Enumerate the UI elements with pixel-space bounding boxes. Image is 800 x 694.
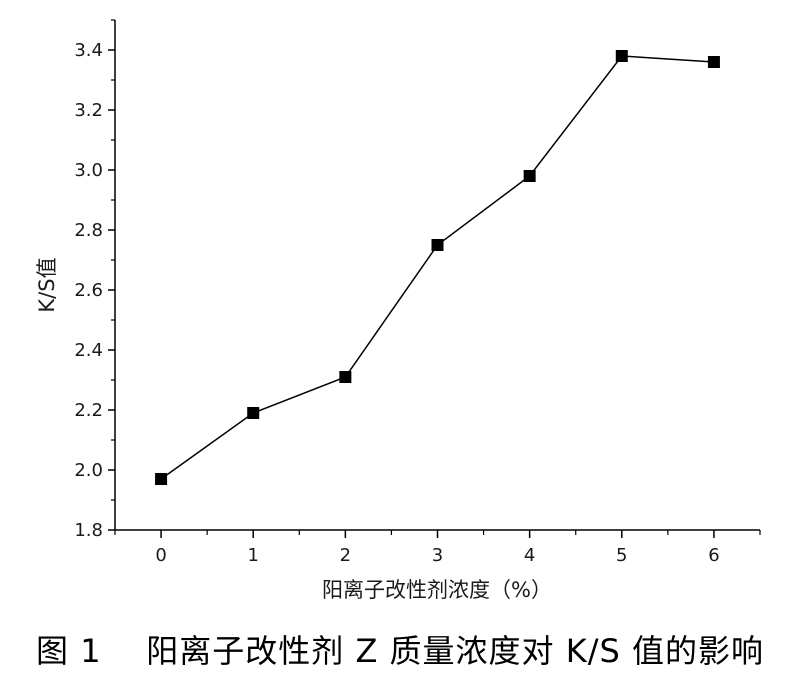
x-tick-label: 5 <box>616 545 627 566</box>
x-tick-label: 6 <box>708 545 719 566</box>
data-point <box>707 56 720 68</box>
data-point <box>247 407 260 419</box>
y-tick-label: 3.4 <box>74 40 103 61</box>
y-tick-label: 2.0 <box>74 460 103 481</box>
y-tick-label: 2.8 <box>74 220 103 241</box>
data-point <box>523 170 536 182</box>
axes <box>114 20 760 531</box>
x-tick-label: 0 <box>155 545 166 566</box>
data-series <box>155 50 720 485</box>
data-point <box>155 473 168 485</box>
y-tick-label: 2.2 <box>74 400 103 421</box>
x-tick-label: 4 <box>524 545 535 566</box>
data-point <box>431 239 444 251</box>
y-tick-label: 2.4 <box>74 340 103 361</box>
figure-caption: 图 1 阳离子改性剂 Z 质量浓度对 K/S 值的影响 <box>0 626 800 672</box>
data-point <box>339 371 352 383</box>
data-point <box>615 50 628 62</box>
y-tick-label: 3.0 <box>74 160 103 181</box>
x-tick-label: 2 <box>340 545 351 566</box>
x-axis-ticks: 0 1 2 3 4 5 6 <box>114 530 761 566</box>
y-axis-label: K/S值 <box>35 257 59 312</box>
y-tick-label: 2.6 <box>74 280 103 301</box>
y-tick-label: 1.8 <box>74 520 103 541</box>
figure-caption-text: 阳离子改性剂 Z 质量浓度对 K/S 值的影响 <box>146 632 764 670</box>
y-tick-label: 3.2 <box>74 100 103 121</box>
line-chart: 1.8 2.0 2.2 2.4 2.6 2.8 3.0 3.2 3.4 0 1 2 3 4 5 6 K/S值… <box>35 19 761 602</box>
figure-number: 图 1 <box>36 632 102 670</box>
x-tick-label: 3 <box>432 545 443 566</box>
x-axis-label: 阳离子改性剂浓度（%） <box>322 578 552 602</box>
x-tick-label: 1 <box>247 545 258 566</box>
series-line <box>160 55 714 480</box>
y-axis-ticks: 1.8 2.0 2.2 2.4 2.6 2.8 3.0 3.2 3.4 <box>74 19 115 541</box>
